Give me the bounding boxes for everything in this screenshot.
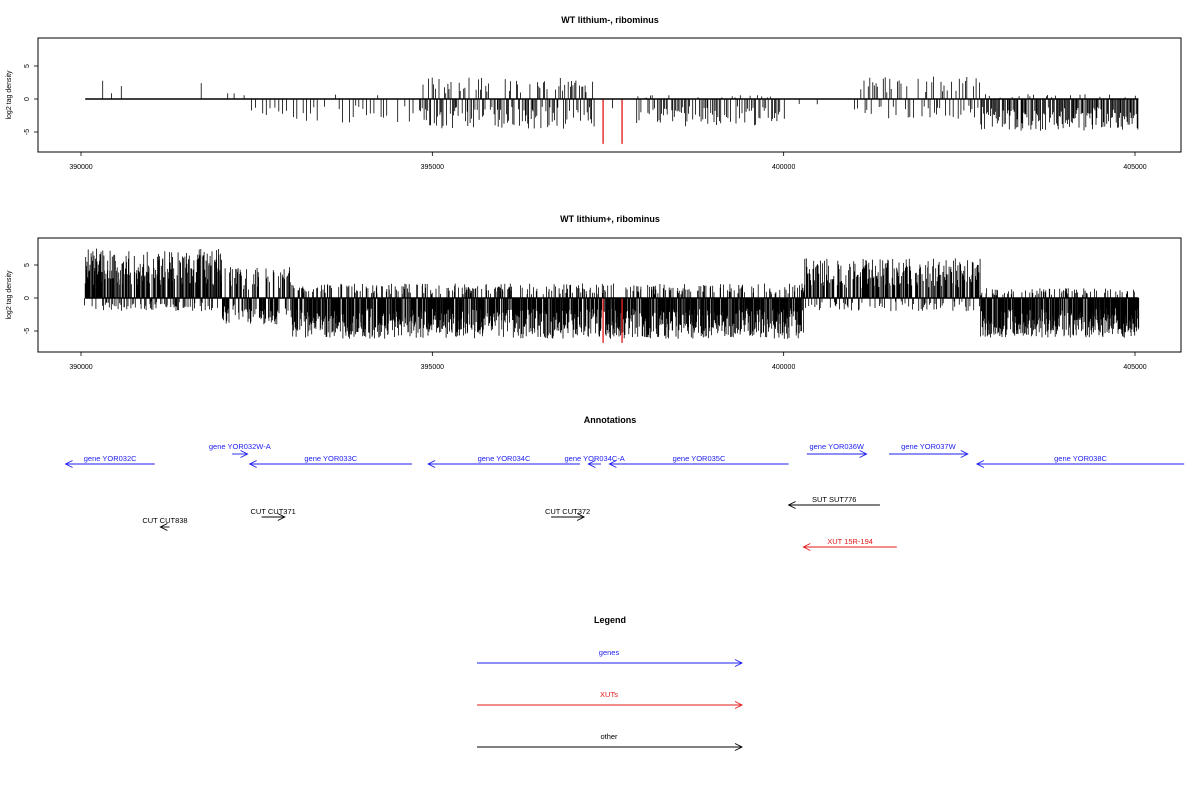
y-tick-label: -5 xyxy=(24,129,31,135)
y-tick-label: 0 xyxy=(24,296,31,300)
x-tick-label: 390000 xyxy=(69,364,92,371)
legend-label: XUTs xyxy=(600,690,618,699)
y-axis-label: log2 tag density xyxy=(6,70,13,120)
x-tick-label: 405000 xyxy=(1123,364,1146,371)
x-tick-label: 395000 xyxy=(421,364,444,371)
legend-label: genes xyxy=(599,648,620,657)
bar-series xyxy=(102,76,1139,131)
annotation-arrow xyxy=(159,523,170,531)
panel-lithium-minus: WT lithium-, ribominus log2 tag density … xyxy=(6,15,1182,171)
density-bars xyxy=(102,76,1139,131)
annotation-arrow xyxy=(232,450,249,458)
annotation-label: CUT CUT371 xyxy=(251,507,296,516)
y-tick-label: -5 xyxy=(24,328,31,334)
legend: Legend genes XUTs other xyxy=(477,615,744,751)
legend-title: Legend xyxy=(594,615,626,625)
x-tick-label: 395000 xyxy=(421,164,444,171)
y-tick-label: 5 xyxy=(24,64,31,68)
annotation-label: gene YOR032C xyxy=(84,454,137,463)
annotation-arrow xyxy=(64,460,155,468)
annotation-arrow xyxy=(787,501,880,509)
y-tick-label: 5 xyxy=(24,263,31,267)
plot-frame xyxy=(37,37,1182,153)
annotation-arrow xyxy=(806,450,868,458)
x-tick-label: 390000 xyxy=(69,164,92,171)
bar-series xyxy=(84,248,1140,339)
x-tick-label: 400000 xyxy=(772,164,795,171)
annotation-label: gene YOR038C xyxy=(1054,454,1107,463)
panel-lithium-plus: WT lithium+, ribominus log2 tag density … xyxy=(6,214,1182,371)
annotation-label: CUT CUT838 xyxy=(142,516,187,525)
annotation-label: gene YOR032W-A xyxy=(209,442,271,451)
annotation-arrow xyxy=(551,513,586,521)
y-tick-label: 0 xyxy=(24,97,31,101)
annotation-label: SUT SUT776 xyxy=(812,495,856,504)
annotation-arrow xyxy=(587,460,601,468)
annotation-label: gene YOR034C-A xyxy=(564,454,624,463)
annotation-arrow xyxy=(427,460,580,468)
annotation-arrow xyxy=(889,450,969,458)
annotation-label: gene YOR037W xyxy=(901,442,956,451)
annotations-title: Annotations xyxy=(584,415,637,425)
annotation-label: gene YOR035C xyxy=(673,454,726,463)
plot-frame xyxy=(37,237,1182,353)
y-axis-label: log2 tag density xyxy=(6,270,13,320)
annotation-label: gene YOR034C xyxy=(478,454,531,463)
legend-arrow xyxy=(477,743,744,751)
annotation-label: CUT CUT372 xyxy=(545,507,590,516)
legend-label: other xyxy=(600,732,618,741)
legend-arrow xyxy=(477,659,744,667)
annotation-arrow xyxy=(802,543,897,551)
annotations-track: Annotations gene YOR032C gene YOR032W-A ge… xyxy=(64,415,1185,551)
legend-arrow xyxy=(477,701,744,709)
annotation-label: XUT 15R-194 xyxy=(827,537,873,546)
panel-title: WT lithium+, ribominus xyxy=(560,214,660,224)
annotation-arrow xyxy=(248,460,412,468)
annotation-arrow xyxy=(608,460,789,468)
annotation-arrow xyxy=(975,460,1185,468)
annotation-arrow xyxy=(261,513,286,521)
x-tick-label: 405000 xyxy=(1123,164,1146,171)
x-tick-label: 400000 xyxy=(772,364,795,371)
annotation-label: gene YOR036W xyxy=(809,442,864,451)
annotation-label: gene YOR033C xyxy=(304,454,357,463)
panel-title: WT lithium-, ribominus xyxy=(561,15,659,25)
density-bars xyxy=(84,248,1140,339)
